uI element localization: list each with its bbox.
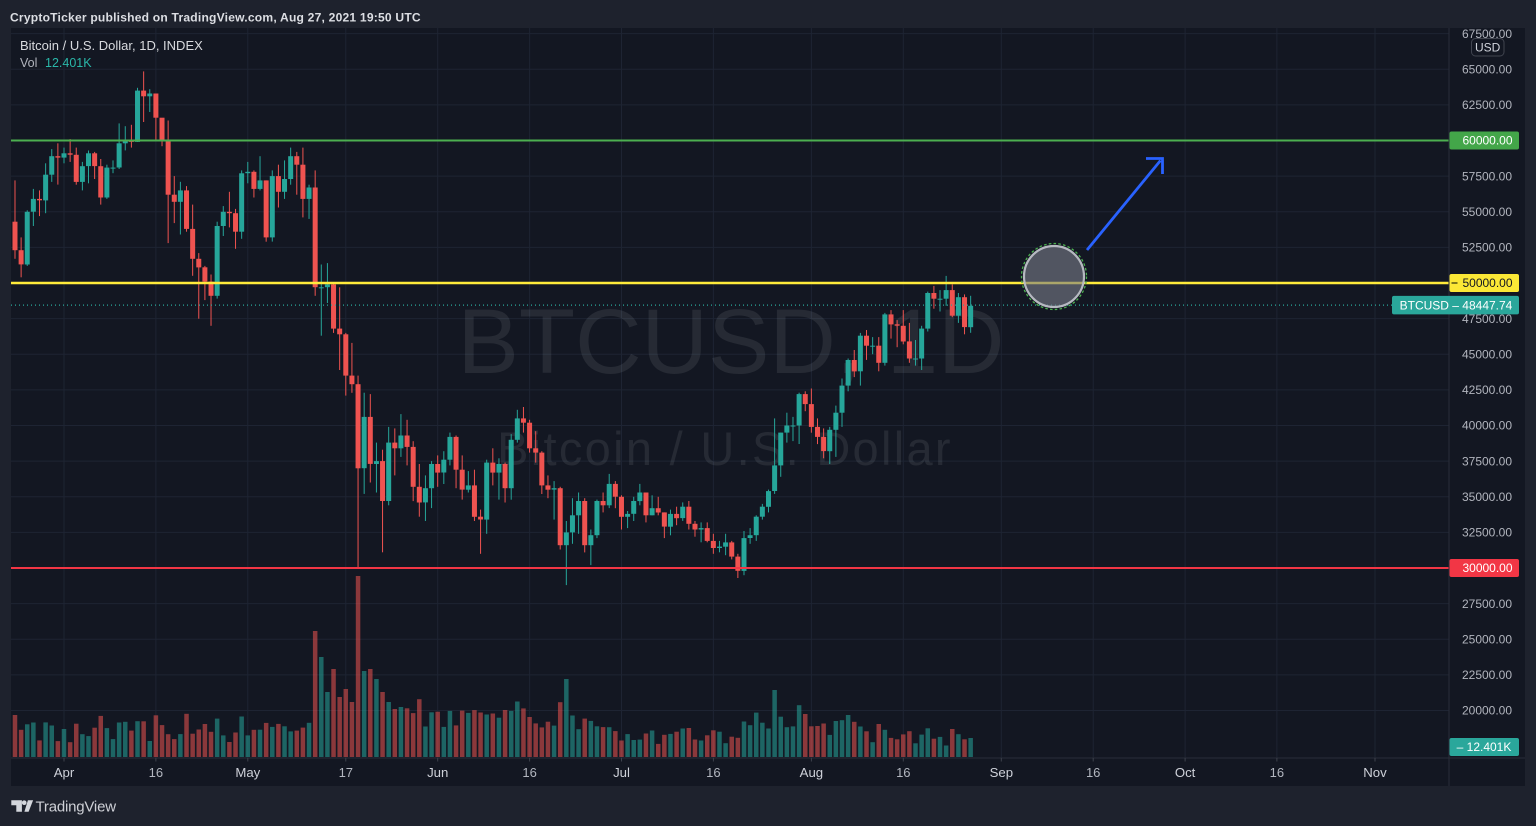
svg-text:60000.00: 60000.00 <box>1462 134 1512 148</box>
svg-text:Jul: Jul <box>613 765 630 780</box>
svg-text:Bitcoin / U.S. Dollar, 1D, IND: Bitcoin / U.S. Dollar, 1D, INDEX <box>20 38 203 53</box>
svg-text:BTCUSD ‒ 48447.74: BTCUSD ‒ 48447.74 <box>1400 298 1513 312</box>
svg-text:USD: USD <box>1475 41 1501 55</box>
svg-text:TradingView: TradingView <box>36 799 117 816</box>
svg-text:62500.00: 62500.00 <box>1462 98 1512 112</box>
svg-text:67500.00: 67500.00 <box>1462 27 1512 41</box>
svg-text:40000.00: 40000.00 <box>1462 419 1512 433</box>
svg-text:57500.00: 57500.00 <box>1462 169 1512 183</box>
svg-text:16: 16 <box>1270 765 1284 780</box>
svg-text:32500.00: 32500.00 <box>1462 526 1512 540</box>
svg-text:65000.00: 65000.00 <box>1462 63 1512 77</box>
svg-text:Nov: Nov <box>1363 765 1387 780</box>
svg-text:50000.00: 50000.00 <box>1462 276 1512 290</box>
svg-text:55000.00: 55000.00 <box>1462 205 1512 219</box>
svg-text:16: 16 <box>896 765 910 780</box>
svg-text:Oct: Oct <box>1175 765 1196 780</box>
svg-text:12.401K: 12.401K <box>45 56 92 70</box>
svg-text:16: 16 <box>1086 765 1100 780</box>
svg-text:Apr: Apr <box>54 765 75 780</box>
svg-text:30000.00: 30000.00 <box>1462 561 1512 575</box>
svg-text:17: 17 <box>339 765 353 780</box>
svg-text:22500.00: 22500.00 <box>1462 668 1512 682</box>
svg-text:20000.00: 20000.00 <box>1462 704 1512 718</box>
svg-text:47500.00: 47500.00 <box>1462 312 1512 326</box>
svg-text:25000.00: 25000.00 <box>1462 633 1512 647</box>
svg-text:52500.00: 52500.00 <box>1462 241 1512 255</box>
svg-text:Aug: Aug <box>800 765 823 780</box>
svg-text:16: 16 <box>149 765 163 780</box>
svg-text:BTCUSD, 1D: BTCUSD, 1D <box>458 291 1005 393</box>
svg-text:35000.00: 35000.00 <box>1462 490 1512 504</box>
svg-text:37500.00: 37500.00 <box>1462 454 1512 468</box>
svg-text:45000.00: 45000.00 <box>1462 347 1512 361</box>
svg-text:27500.00: 27500.00 <box>1462 597 1512 611</box>
svg-text:Jun: Jun <box>427 765 448 780</box>
svg-text:42500.00: 42500.00 <box>1462 383 1512 397</box>
svg-text:CryptoTicker published on Trad: CryptoTicker published on TradingView.co… <box>10 11 421 25</box>
svg-text:Bitcoin / U.S. Dollar: Bitcoin / U.S. Dollar <box>497 422 953 475</box>
svg-text:16: 16 <box>706 765 720 780</box>
svg-text:16: 16 <box>522 765 536 780</box>
svg-text:Vol: Vol <box>20 56 37 70</box>
svg-text:Sep: Sep <box>990 765 1013 780</box>
svg-text:May: May <box>235 765 260 780</box>
svg-text:‒ 12.401K: ‒ 12.401K <box>1457 740 1512 754</box>
